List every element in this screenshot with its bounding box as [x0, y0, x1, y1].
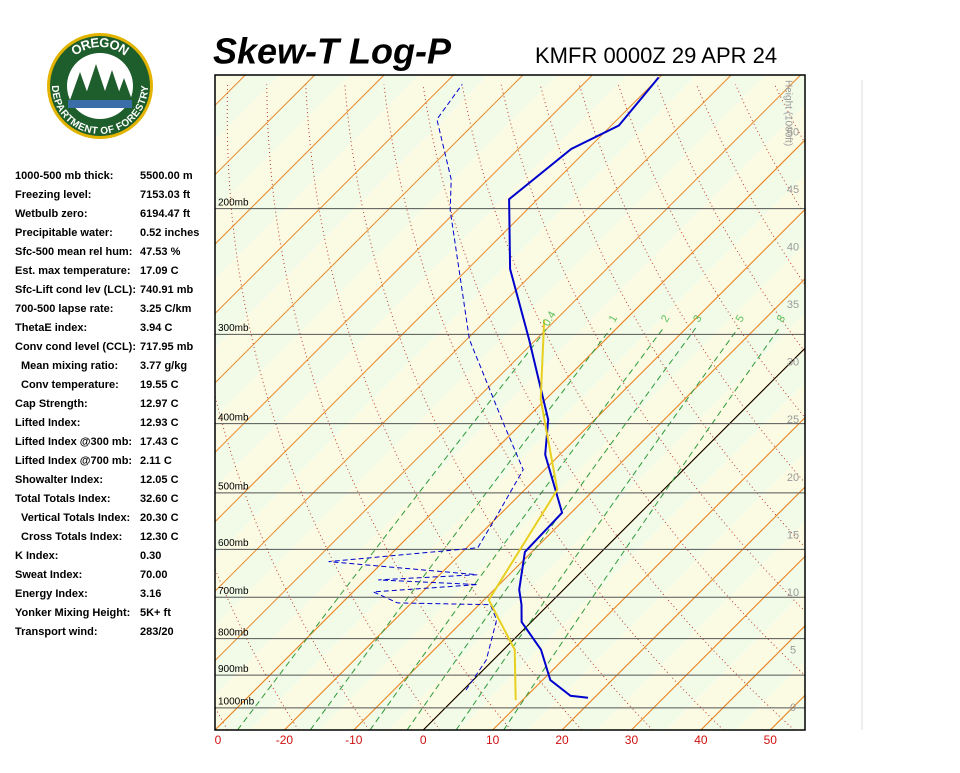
height-axis-label: Height (1000ft) [782, 80, 793, 146]
height-tick-label: 5 [790, 644, 796, 656]
index-value: 7153.03 ft [140, 189, 190, 201]
x-tick-label: -10 [345, 733, 363, 747]
height-tick-label: 0 [790, 702, 796, 714]
index-value: 12.30 C [140, 531, 179, 543]
index-label: Transport wind: [15, 626, 98, 638]
index-value: 0.52 inches [140, 227, 199, 239]
station: KMFR 0000Z 29 APR 24 [535, 43, 777, 68]
index-value: 47.53 % [140, 246, 181, 258]
index-value: 3.77 g/kg [140, 360, 187, 372]
pressure-label: 900mb [218, 664, 249, 675]
index-value: 12.93 C [140, 417, 179, 429]
index-value: 740.91 mb [140, 284, 193, 296]
x-tick-label: 40 [694, 733, 708, 747]
index-label: Yonker Mixing Height: [15, 607, 130, 619]
index-label: Showalter Index: [15, 474, 103, 486]
dry-adiabat [814, 84, 960, 730]
index-value: 5500.00 m [140, 170, 193, 182]
index-label: Wetbulb zero: [15, 208, 88, 220]
indices: 1000-500 mb thick: 5500.00 m Freezing leve… [15, 170, 199, 638]
height-tick-label: 15 [787, 529, 799, 541]
index-value: 3.16 [140, 588, 161, 600]
index-label: Cross Totals Index: [21, 531, 122, 543]
index-label: Sfc-500 mean rel hum: [15, 246, 132, 258]
index-value: 12.05 C [140, 474, 179, 486]
index-value: 3.25 C/km [140, 303, 192, 315]
index-label: Conv cond level (CCL): [15, 341, 136, 353]
index-value: 12.97 C [140, 398, 179, 410]
pressure-label: 600mb [218, 538, 249, 549]
height-tick-label: 25 [787, 414, 799, 426]
index-label: Cap Strength: [15, 398, 88, 410]
pressure-label: 500mb [218, 481, 249, 492]
index-label: 1000-500 mb thick: [15, 170, 113, 182]
index-label: Sfc-Lift cond lev (LCL): [15, 284, 136, 296]
index-value: 32.60 C [140, 493, 179, 505]
x-tick-label: 30 [625, 733, 639, 747]
index-value: 17.43 C [140, 436, 179, 448]
dry-adiabat [853, 84, 960, 730]
height-tick-label: 35 [787, 299, 799, 311]
x-tick-label: 0 [420, 733, 427, 747]
index-label: Lifted Index @300 mb: [15, 436, 132, 448]
index-label: Mean mixing ratio: [21, 360, 118, 372]
index-label: Total Totals Index: [15, 493, 111, 505]
index-value: 19.55 C [140, 379, 179, 391]
pressure-label: 800mb [218, 627, 249, 638]
index-label: Est. max temperature: [15, 265, 131, 277]
isotherm [840, 75, 960, 730]
height-tick-label: 40 [787, 242, 799, 254]
index-value: 283/20 [140, 626, 174, 638]
index-label: 700-500 lapse rate: [15, 303, 113, 315]
index-label: ThetaE index: [15, 322, 87, 334]
x-tick-label: 10 [486, 733, 500, 747]
index-value: 3.94 C [140, 322, 172, 334]
index-value: 717.95 mb [140, 341, 193, 353]
title: Skew-T Log-P [213, 31, 452, 72]
index-value: 70.00 [140, 569, 168, 581]
height-tick-label: 30 [787, 357, 799, 369]
index-label: Conv temperature: [21, 379, 119, 391]
logo: OREGON DEPARTMENT OF FORESTRY [47, 33, 153, 139]
x-tick-label: -20 [276, 733, 294, 747]
index-value: 0.30 [140, 550, 161, 562]
pressure-label: 1000mb [218, 696, 255, 707]
height-tick-label: 45 [787, 184, 799, 196]
index-label: Vertical Totals Index: [21, 512, 130, 524]
dry-adiabat [931, 84, 960, 730]
index-label: Freezing level: [15, 189, 91, 201]
x-tick-label: 20 [555, 733, 569, 747]
dry-adiabat [892, 84, 960, 730]
pressure-label: 400mb [218, 412, 249, 423]
pressure-label: 200mb [218, 197, 249, 208]
index-value: 2.11 C [140, 455, 172, 467]
index-value: 17.09 C [140, 265, 179, 277]
isotherm [909, 75, 960, 730]
index-label: Lifted Index: [15, 417, 80, 429]
index-label: Sweat Index: [15, 569, 82, 581]
plot-background [215, 75, 805, 730]
x-tick-label: 0 [215, 733, 222, 747]
index-label: Lifted Index @700 mb: [15, 455, 132, 467]
index-value: 5K+ ft [140, 607, 171, 619]
index-label: K Index: [15, 550, 58, 562]
pressure-label: 700mb [218, 586, 249, 597]
height-tick-label: 10 [787, 587, 799, 599]
x-tick-label: 50 [764, 733, 778, 747]
pressure-label: 300mb [218, 323, 249, 334]
height-tick-label: 20 [787, 472, 799, 484]
index-label: Energy Index: [15, 588, 88, 600]
index-label: Precipitable water: [15, 227, 113, 239]
index-value: 6194.47 ft [140, 208, 190, 220]
index-value: 20.30 C [140, 512, 179, 524]
